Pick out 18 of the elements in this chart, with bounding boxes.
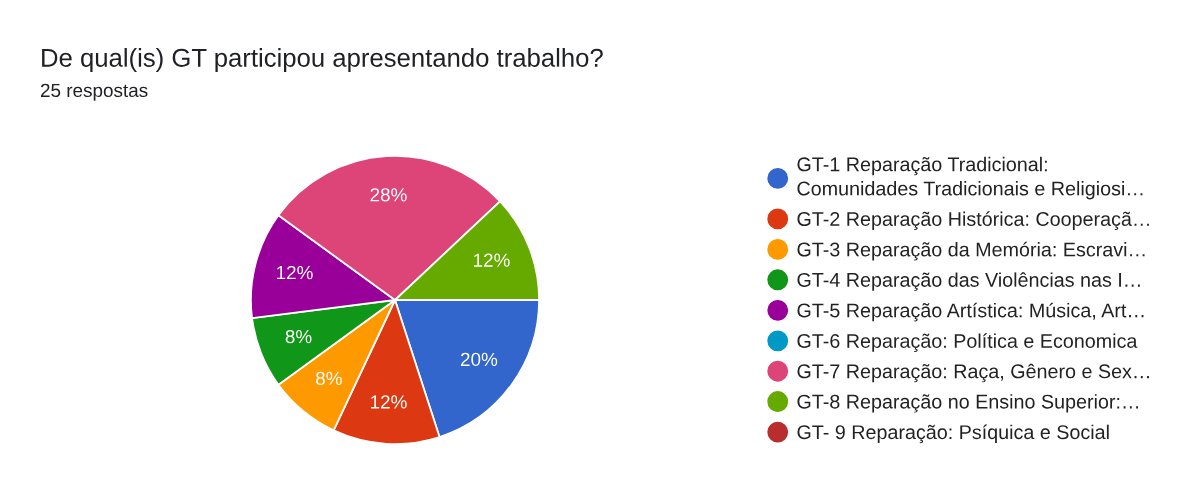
legend-label: GT- 9 Reparação: Psíquica e Social xyxy=(797,424,1109,444)
data-label: 8% xyxy=(316,371,342,386)
data-label: 12% xyxy=(371,395,407,409)
data-label: 28% xyxy=(370,188,407,202)
legend-label: GT-7 Reparação: Raça, Gênero e Sex… xyxy=(797,363,1149,383)
data-label: 20% xyxy=(461,352,498,367)
legend-label: GT-2 Reparação Histórica: Cooperaçã… xyxy=(797,211,1149,230)
legend-label: GT-5 Reparação Artística: Música, Art… xyxy=(797,302,1144,322)
data-label: 12% xyxy=(277,265,313,280)
chart-title: De qual(is) GT participou apresentando trabalho? xyxy=(42,48,603,72)
legend-label: GT-4 Reparação das Violências nas I… xyxy=(797,272,1140,291)
legend-label: GT-6 Reparação: Política e Economica xyxy=(797,333,1138,352)
text: 25 respostas xyxy=(40,83,148,101)
legend-label: GT-8 Reparação no Ensino Superior:… xyxy=(797,394,1139,413)
legend-label: GT-3 Reparação da Memória: Escravi… xyxy=(797,241,1145,261)
data-label: 8% xyxy=(285,329,312,344)
data-label: 12% xyxy=(474,253,510,267)
legend-label: GT-1 Reparação Tradicional: Comunidades Tradicionais e Religiosi… xyxy=(797,156,1143,200)
